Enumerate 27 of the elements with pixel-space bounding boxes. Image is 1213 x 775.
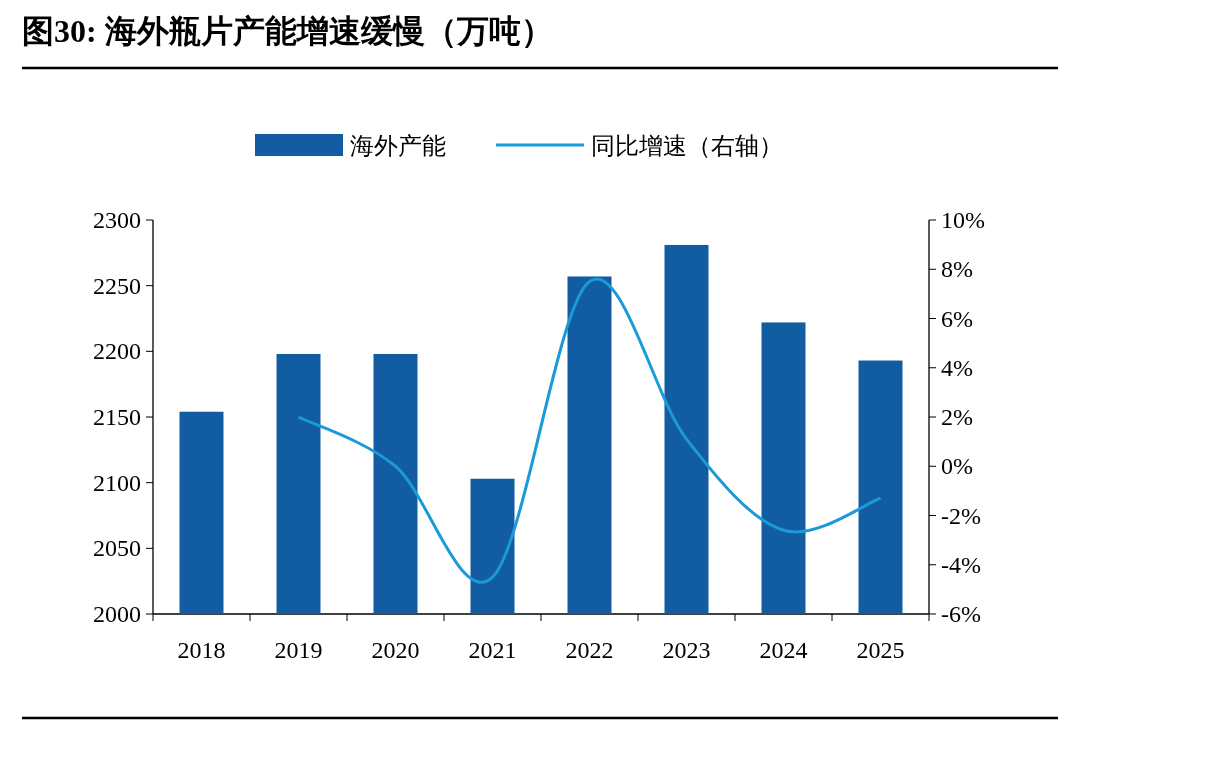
y-tick-label: 2250 xyxy=(93,272,141,299)
x-tick-label: 2019 xyxy=(274,637,323,663)
x-tick-label: 2022 xyxy=(565,637,614,663)
x-tick-label: 2018 xyxy=(177,637,226,663)
y2-tick-label: 10% xyxy=(941,207,985,233)
y2-tick-label: 4% xyxy=(941,354,973,381)
y-tick-label: 2300 xyxy=(93,207,141,233)
y-tick-label: 2200 xyxy=(93,338,141,365)
x-tick-label: 2025 xyxy=(856,637,905,663)
y2-tick-label: 8% xyxy=(941,256,973,283)
y2-tick-label: -4% xyxy=(941,551,981,578)
y2-tick-label: 0% xyxy=(941,453,973,480)
legend-label: 同比增速（右轴） xyxy=(591,133,783,159)
x-tick-label: 2020 xyxy=(371,637,420,663)
x-tick-label: 2023 xyxy=(662,637,711,663)
y2-tick-label: -2% xyxy=(941,502,981,529)
chart-title: 图30: 海外瓶片产能增速缓慢（万吨） xyxy=(22,13,553,49)
legend-label: 海外产能 xyxy=(350,133,446,159)
y2-tick-label: 6% xyxy=(941,305,973,332)
x-tick-label: 2021 xyxy=(468,637,517,663)
x-tick-label: 2024 xyxy=(759,637,808,663)
y2-tick-label: -6% xyxy=(941,601,981,627)
y2-tick-label: 2% xyxy=(941,404,973,430)
y-tick-label: 2150 xyxy=(93,404,141,430)
y-tick-label: 2050 xyxy=(93,535,141,562)
y-tick-label: 2000 xyxy=(93,601,141,627)
y-tick-label: 2100 xyxy=(93,469,141,496)
